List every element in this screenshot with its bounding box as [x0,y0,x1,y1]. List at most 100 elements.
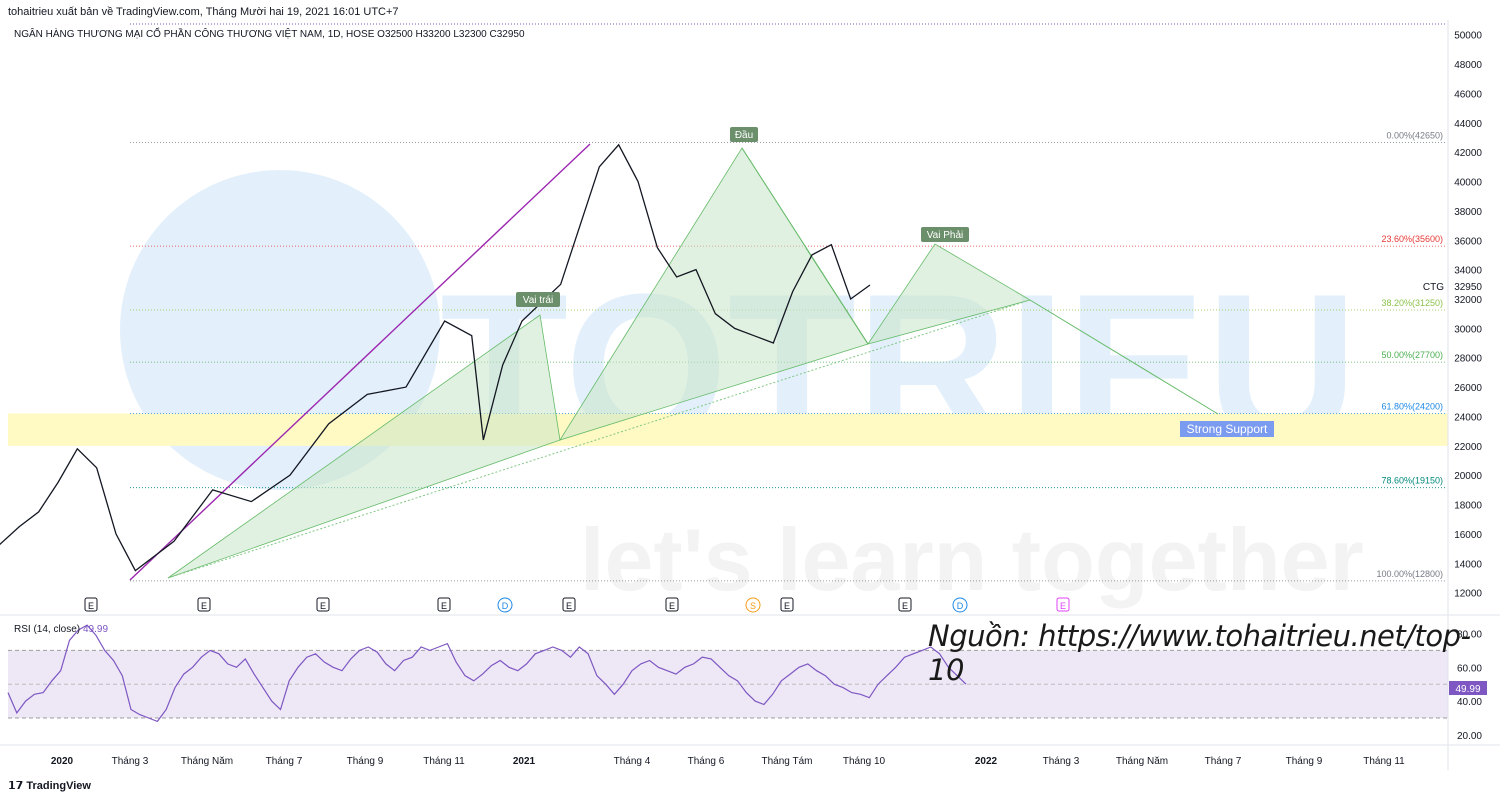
event-marker[interactable]: E [1056,597,1070,612]
fib-label: 50.00%(27700) [1381,350,1443,360]
target-projection-line [1029,299,1219,415]
event-marker-box [665,597,679,612]
event-marker-circle [952,597,968,613]
neckline [167,299,1031,579]
time-tick: Tháng 9 [1286,756,1323,767]
rsi-last-badge: 49.99 [1455,684,1480,695]
label-left-shoulder: Vai trái [523,295,553,306]
fib-label: 23.60%(35600) [1381,234,1443,244]
trend-fan-line [129,143,591,581]
event-marker[interactable]: E [665,597,679,612]
rsi-tick: 40.00 [1457,697,1482,708]
event-marker-letter: E [566,601,572,611]
price-tick: 42000 [1454,148,1482,159]
event-marker-box [84,597,98,612]
price-tick: 34000 [1454,266,1482,277]
price-tick: 18000 [1454,501,1482,512]
time-tick: Tháng 3 [1043,756,1080,767]
rsi-pane: RSI (14, close) 49.99 20.00 40.00 60.00 80.… [7,624,1487,742]
event-marker[interactable]: S [745,597,761,613]
price-tick: 16000 [1454,530,1482,541]
fib-label: 61.80%(24200) [1381,402,1443,412]
event-marker-letter: E [784,601,790,611]
event-marker-letter: D [957,601,964,611]
time-tick: Tháng Năm [1116,756,1168,767]
rsi-value-inline: 49.99 [83,624,108,635]
event-marker[interactable]: E [898,597,912,612]
ticker-label: CTG [1423,282,1444,293]
event-marker[interactable]: E [84,597,98,612]
price-tick: 12000 [1454,589,1482,600]
event-marker[interactable]: E [780,597,794,612]
time-tick: Tháng 7 [266,756,303,767]
event-marker-letter: E [1060,601,1066,611]
price-tick: 32000 [1454,295,1482,306]
label-head-bg [730,127,758,142]
event-marker[interactable]: D [497,597,513,613]
event-marker[interactable]: E [197,597,211,612]
price-tick: 20000 [1454,471,1482,482]
event-marker[interactable]: E [562,597,576,612]
time-tick: 2020 [51,756,74,767]
event-marker-letter: S [750,601,756,611]
price-tick: 40000 [1454,178,1482,189]
price-series [0,143,871,572]
event-marker-box [562,597,576,612]
time-tick: Tháng 4 [614,756,651,767]
right-shoulder-area [867,243,1032,345]
watermark: TOTRIEU let's learn together [120,170,1364,609]
rsi-axis: 20.00 40.00 60.00 80.00 [1457,630,1482,742]
price-tick: 24000 [1454,412,1482,423]
time-tick: Tháng 11 [423,756,465,767]
fib-label: 0.00%(42650) [1386,131,1443,141]
price-axis: 12000 14000 16000 18000 20000 22000 24000 26000… [1454,31,1482,600]
watermark-brand: TOTRIEU [440,250,1358,485]
strong-support-label-bg [1180,421,1274,437]
rsi-title: RSI (14, close) [14,624,80,635]
time-tick: Tháng Năm [181,756,233,767]
price-tick: 44000 [1454,119,1482,130]
time-tick: Tháng 6 [688,756,725,767]
time-axis[interactable]: 2020 Tháng 3 Tháng Năm Tháng 7 Tháng 9 Tháng … [51,756,1405,767]
price-tick: 30000 [1454,324,1482,335]
fib-label: 78.60%(19150) [1381,476,1443,486]
price-tick: 46000 [1454,89,1482,100]
label-head: Đầu [735,129,753,141]
event-marker-letter: E [441,601,447,611]
event-marker-letter: E [902,601,908,611]
head-shoulders-pattern [167,147,1219,579]
time-tick: Tháng 7 [1205,756,1242,767]
last-price-label: 32950 [1454,282,1482,293]
symbol-line: NGÂN HÀNG THƯƠNG MẠI CỔ PHẦN CÔNG THƯƠNG… [14,29,525,40]
event-marker-circle [745,597,761,613]
event-marker-box [316,597,330,612]
tradingview-logo[interactable]: 𝟭𝟳 TradingView [8,779,91,792]
price-tick: 36000 [1454,236,1482,247]
event-marker-letter: E [320,601,326,611]
label-left-shoulder-bg [516,292,560,307]
event-marker-letter: D [502,601,509,611]
event-marker-box [197,597,211,612]
time-tick: Tháng 11 [1363,756,1405,767]
head-inner-edge [805,247,869,345]
time-tick: Tháng Tám [762,756,813,767]
label-right-shoulder: Vai Phải [927,230,964,241]
event-marker[interactable]: E [437,597,451,612]
tradingview-logo-icon: 𝟭𝟳 [8,780,27,792]
watermark-logo-circle [120,170,440,490]
price-tick: 26000 [1454,383,1482,394]
price-tick: 50000 [1454,31,1482,42]
event-marker[interactable]: E [316,597,330,612]
event-marker[interactable]: D [952,597,968,613]
rsi-series [7,624,967,723]
tradingview-logo-text: TradingView [26,780,91,792]
publish-line: tohaitrieu xuất bản về TradingView.com, … [8,6,399,18]
price-tick: 22000 [1454,442,1482,453]
label-right-shoulder-bg [921,227,969,242]
left-shoulder-area [167,314,561,579]
rsi-last-badge-bg [1449,681,1487,695]
time-tick: Tháng 9 [347,756,384,767]
time-tick: Tháng 3 [112,756,149,767]
